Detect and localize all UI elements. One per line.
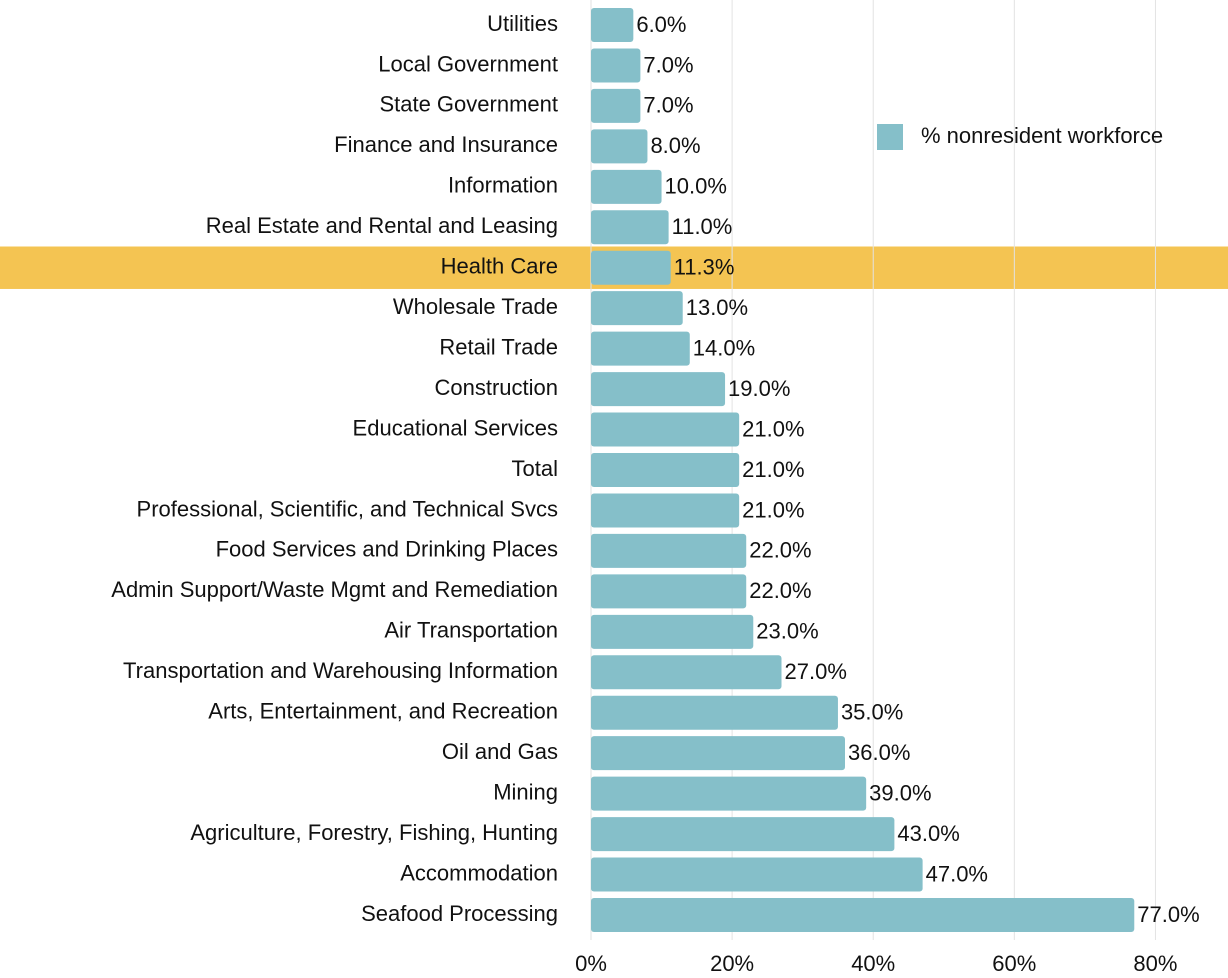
y-tick-label: Agriculture, Forestry, Fishing, Hunting xyxy=(190,820,558,845)
value-label: 21.0% xyxy=(742,457,804,482)
y-tick-label: Air Transportation xyxy=(384,618,558,643)
x-tick-label: 20% xyxy=(710,951,754,976)
bar xyxy=(591,250,671,285)
bar xyxy=(591,614,754,649)
bar xyxy=(591,533,747,568)
value-label: 23.0% xyxy=(756,619,818,644)
value-label: 13.0% xyxy=(686,295,748,320)
x-tick-label: 40% xyxy=(851,951,895,976)
value-label: 77.0% xyxy=(1137,902,1199,927)
bar xyxy=(591,8,634,42)
y-tick-label: Oil and Gas xyxy=(442,739,558,764)
y-tick-label: Real Estate and Rental and Leasing xyxy=(206,213,558,238)
bar xyxy=(591,412,740,447)
value-label: 27.0% xyxy=(785,659,847,684)
bar xyxy=(591,48,641,83)
value-label: 14.0% xyxy=(693,335,755,360)
y-tick-label: Wholesale Trade xyxy=(393,294,558,319)
y-tick-label: Educational Services xyxy=(353,415,558,440)
value-label: 19.0% xyxy=(728,376,790,401)
x-tick-label: 0% xyxy=(575,951,607,976)
y-tick-label: Total xyxy=(512,456,558,481)
bar xyxy=(591,210,669,245)
value-label: 7.0% xyxy=(643,52,693,77)
bar xyxy=(591,655,782,690)
y-tick-label: Health Care xyxy=(441,254,558,279)
x-tick-label: 60% xyxy=(992,951,1036,976)
value-label: 22.0% xyxy=(749,578,811,603)
bar xyxy=(591,291,683,326)
bar xyxy=(591,898,1135,932)
bar xyxy=(591,372,726,407)
value-label: 11.3% xyxy=(674,255,735,280)
value-label: 47.0% xyxy=(926,861,988,886)
bar xyxy=(591,736,845,771)
value-label: 35.0% xyxy=(841,700,903,725)
y-tick-label: State Government xyxy=(379,92,558,117)
y-tick-label: Arts, Entertainment, and Recreation xyxy=(208,699,558,724)
value-label: 36.0% xyxy=(848,740,910,765)
bar xyxy=(591,493,740,528)
bar xyxy=(591,857,923,892)
bar xyxy=(591,574,747,609)
x-tick-label: 80% xyxy=(1133,951,1177,976)
value-label: 22.0% xyxy=(749,538,811,563)
bar xyxy=(591,169,662,204)
bar xyxy=(591,695,838,730)
bar xyxy=(591,331,690,366)
y-tick-label: Retail Trade xyxy=(439,334,558,359)
bar xyxy=(591,817,895,852)
y-tick-label: Transportation and Warehousing Informati… xyxy=(123,658,558,683)
y-tick-label: Information xyxy=(448,173,558,198)
value-label: 11.0% xyxy=(672,214,733,239)
legend-label: % nonresident workforce xyxy=(921,123,1163,148)
bar xyxy=(591,129,648,164)
value-label: 7.0% xyxy=(643,93,693,118)
value-label: 10.0% xyxy=(665,174,727,199)
legend-swatch xyxy=(877,124,903,150)
value-label: 39.0% xyxy=(869,780,931,805)
y-tick-label: Finance and Insurance xyxy=(334,132,558,157)
y-tick-label: Accommodation xyxy=(400,860,558,885)
value-label: 21.0% xyxy=(742,497,804,522)
y-tick-label: Food Services and Drinking Places xyxy=(216,537,558,562)
y-tick-label: Mining xyxy=(493,779,558,804)
y-tick-label: Seafood Processing xyxy=(361,901,558,926)
y-tick-label: Admin Support/Waste Mgmt and Remediation xyxy=(111,577,558,602)
value-label: 21.0% xyxy=(742,416,804,441)
value-label: 6.0% xyxy=(636,12,686,37)
bar xyxy=(591,453,740,487)
value-label: 43.0% xyxy=(897,821,959,846)
bar xyxy=(591,776,867,811)
y-tick-label: Construction xyxy=(434,375,558,400)
y-tick-label: Local Government xyxy=(378,51,558,76)
y-tick-label: Utilities xyxy=(487,11,558,36)
y-tick-label: Professional, Scientific, and Technical … xyxy=(137,496,558,521)
bar xyxy=(591,88,641,123)
value-label: 8.0% xyxy=(650,133,700,158)
